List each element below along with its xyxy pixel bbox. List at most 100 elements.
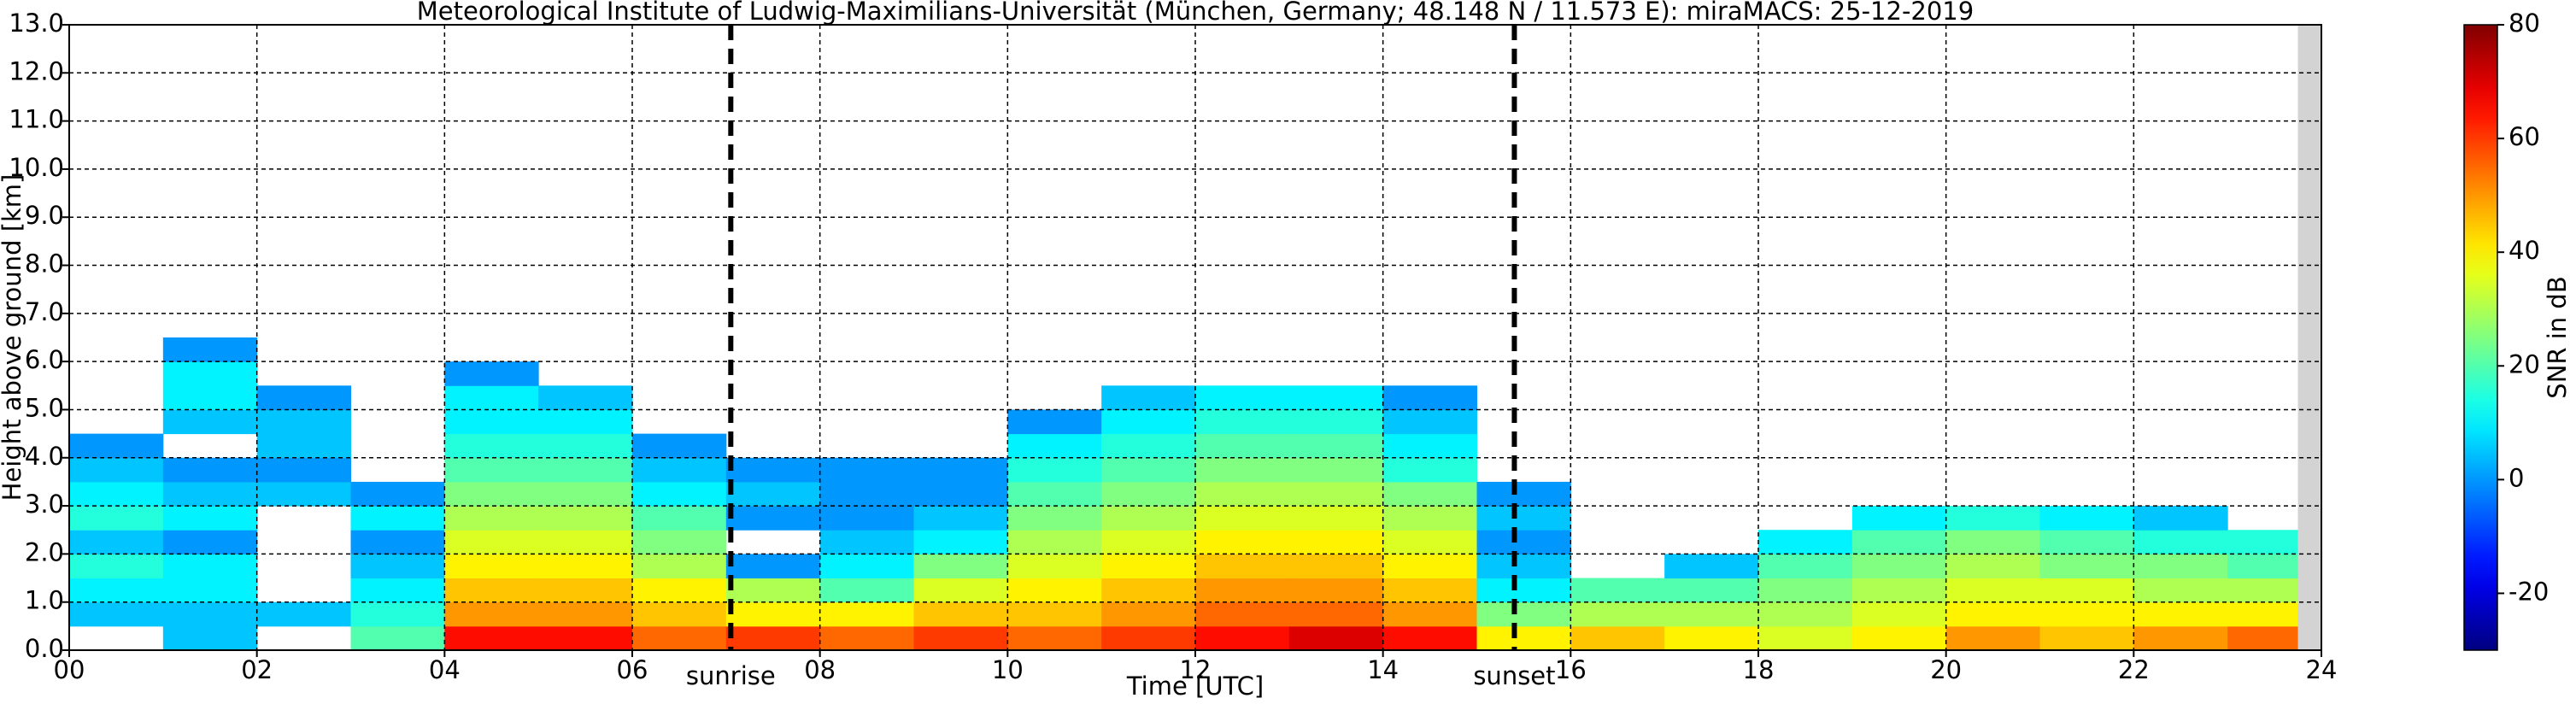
cell <box>913 457 1008 483</box>
cell <box>1195 530 1290 554</box>
cell <box>2133 601 2228 627</box>
cell <box>1758 578 1853 603</box>
cell <box>1101 506 1196 531</box>
cell <box>538 433 633 459</box>
x-tick-label: 16 <box>1555 655 1587 684</box>
cell <box>725 554 821 579</box>
y-axis-label: Height above ground [km] <box>0 174 26 502</box>
cell <box>1288 530 1384 554</box>
cell <box>538 506 633 531</box>
cell <box>819 554 914 579</box>
x-tick-label: 22 <box>2118 655 2150 684</box>
cell <box>162 506 258 531</box>
cell <box>1382 457 1477 483</box>
cell <box>1476 506 1571 531</box>
cell <box>444 530 539 554</box>
cell <box>2133 506 2228 531</box>
cell <box>2227 578 2299 603</box>
cell <box>1195 554 1290 579</box>
cell <box>1382 578 1477 603</box>
cell <box>1195 433 1290 459</box>
cell <box>819 530 914 554</box>
cell <box>444 457 539 483</box>
cell <box>1851 625 1947 651</box>
cell <box>725 457 821 483</box>
y-tick-label: 4.0 <box>25 442 64 471</box>
cell <box>2133 578 2228 603</box>
cell <box>1476 530 1571 554</box>
cell <box>632 601 727 627</box>
x-tick-label: 24 <box>2306 655 2338 684</box>
cell <box>1570 578 1665 603</box>
cell <box>1288 601 1384 627</box>
cell <box>162 409 258 435</box>
cell <box>1382 506 1477 531</box>
cell <box>1101 601 1196 627</box>
cell <box>1851 578 1947 603</box>
cell <box>1382 433 1477 459</box>
event-label: sunset <box>1473 661 1555 690</box>
cell <box>913 578 1008 603</box>
cell <box>819 481 914 507</box>
cell <box>1007 578 1102 603</box>
cell <box>162 361 258 386</box>
cell <box>444 361 539 386</box>
colorbar-tick-label: 20 <box>2509 349 2540 378</box>
event-label: sunrise <box>686 661 776 690</box>
cell <box>538 457 633 483</box>
cell <box>1101 409 1196 435</box>
cell <box>1382 385 1477 410</box>
cell <box>1101 481 1196 507</box>
cell <box>1101 385 1196 410</box>
cell <box>350 506 445 531</box>
cell <box>1382 625 1477 651</box>
cell <box>256 481 351 507</box>
cell <box>1945 554 2040 579</box>
cell <box>819 578 914 603</box>
cell <box>1851 530 1947 554</box>
cell <box>444 481 539 507</box>
cell <box>1758 625 1853 651</box>
cell <box>1382 530 1477 554</box>
cell <box>1476 554 1571 579</box>
cell <box>1007 481 1102 507</box>
cell <box>1288 385 1384 410</box>
cell <box>2133 625 2228 651</box>
cell <box>1945 530 2040 554</box>
cell <box>444 506 539 531</box>
y-tick-label: 12.0 <box>9 56 64 85</box>
cell <box>1758 530 1853 554</box>
cell <box>632 554 727 579</box>
cell <box>1007 601 1102 627</box>
cell <box>1945 578 2040 603</box>
cell <box>2227 601 2299 627</box>
cell <box>2227 530 2299 554</box>
y-tick-label: 2.0 <box>25 537 64 566</box>
cell <box>69 578 164 603</box>
cell <box>444 578 539 603</box>
cell <box>162 554 258 579</box>
cell <box>913 506 1008 531</box>
cell <box>632 433 727 459</box>
x-tick-label: 10 <box>992 655 1024 684</box>
cell <box>725 578 821 603</box>
cell <box>1195 409 1290 435</box>
cell <box>1382 481 1477 507</box>
cell <box>1851 506 1947 531</box>
colorbar-tick-label: 80 <box>2509 9 2540 38</box>
cell <box>1476 601 1571 627</box>
cell <box>1007 433 1102 459</box>
cell <box>1101 578 1196 603</box>
cell <box>350 554 445 579</box>
cell <box>1664 625 1759 651</box>
cell <box>162 457 258 483</box>
x-axis-label: Time [UTC] <box>1126 672 1264 701</box>
cell <box>538 601 633 627</box>
x-tick-label: 06 <box>617 655 648 684</box>
cell <box>1382 601 1477 627</box>
cell <box>1851 554 1947 579</box>
colorbar-tick-label: 60 <box>2509 122 2540 151</box>
cell <box>538 554 633 579</box>
cell <box>1288 481 1384 507</box>
